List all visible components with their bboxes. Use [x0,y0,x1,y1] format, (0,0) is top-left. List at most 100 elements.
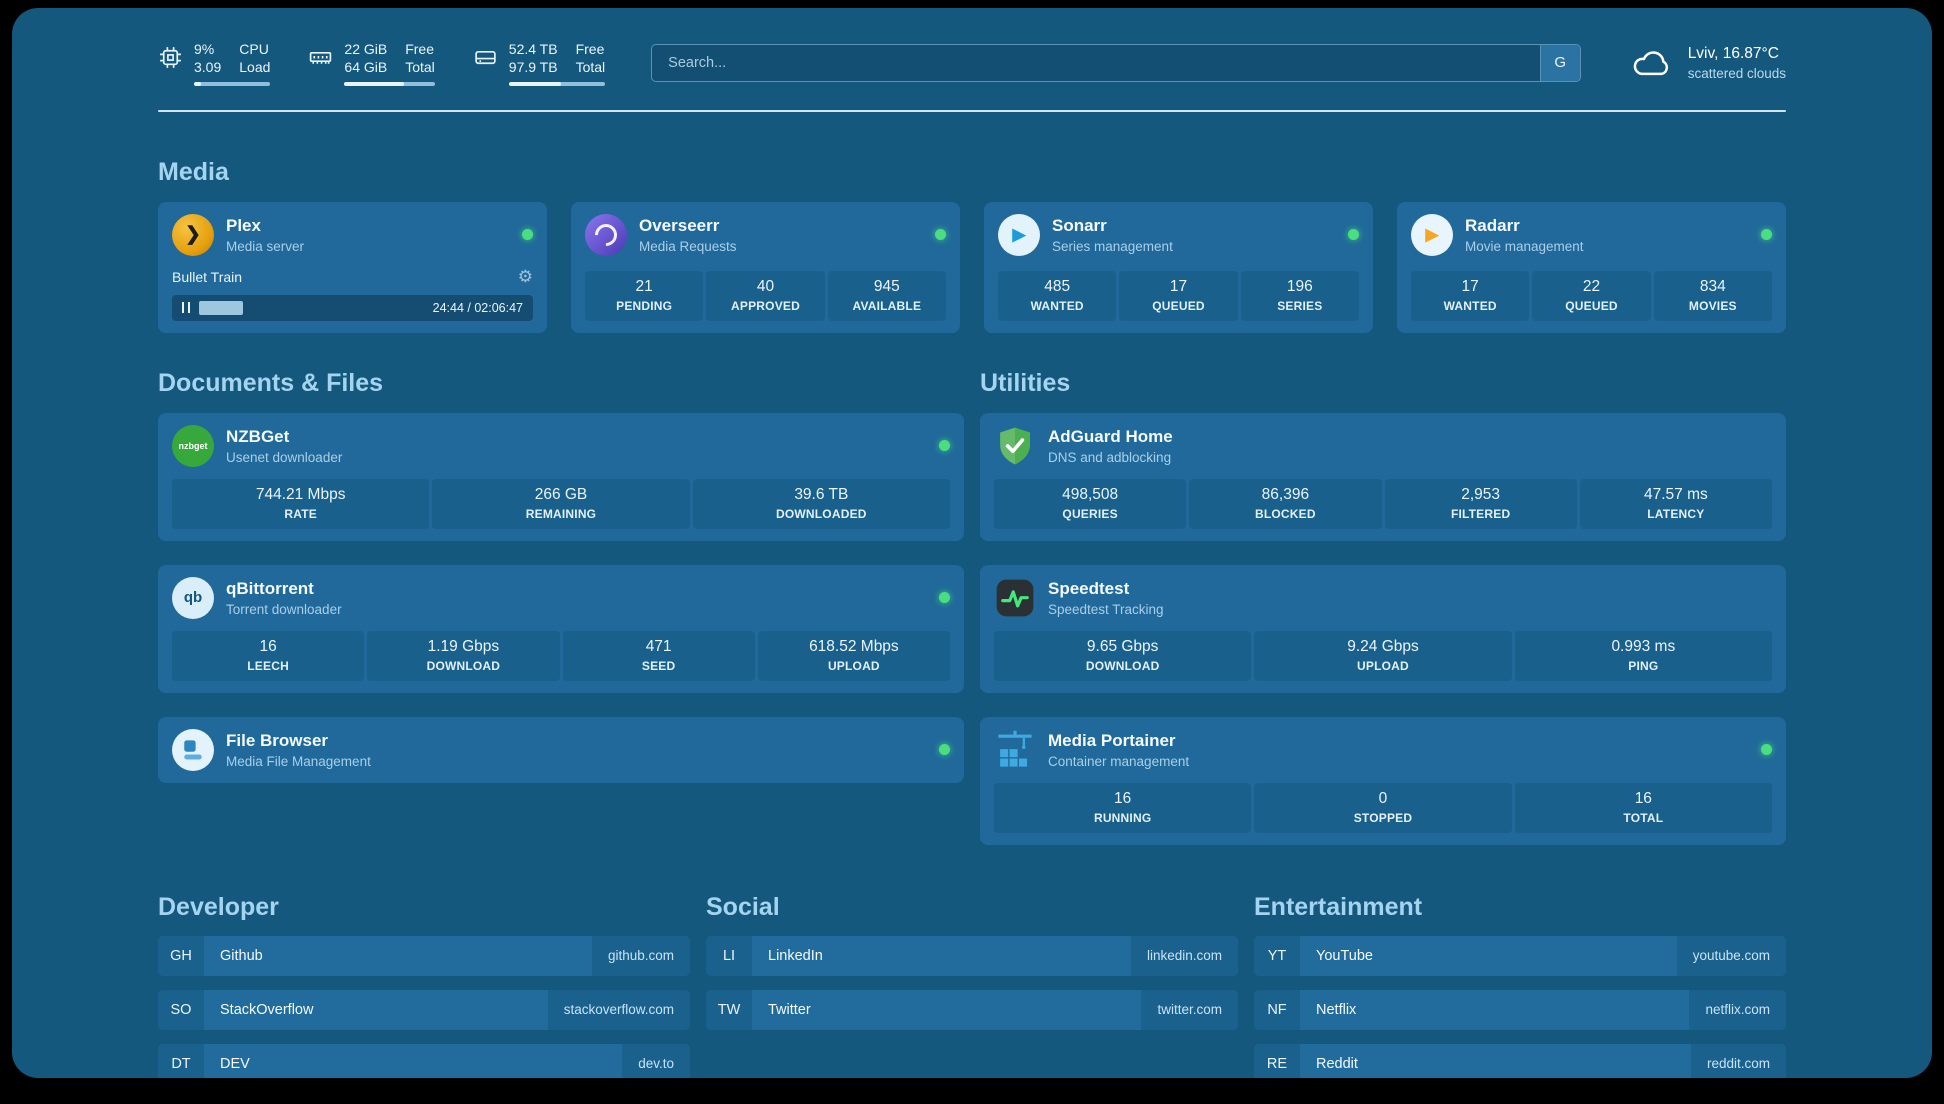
memory-label-1: Free [405,41,435,57]
content: 9% 3.09 CPU Load [158,8,1786,1078]
bookmark-youtube[interactable]: YT YouTube youtube.com [1254,935,1786,976]
bookmark-github[interactable]: GH Github github.com [158,935,690,976]
cpu-percent: 9% [194,41,215,57]
stat-tile: 834 MOVIES [1653,270,1772,321]
stat-tile: 22 QUEUED [1532,270,1651,321]
stat-value: 39.6 TB [794,485,849,503]
stat-label: WANTED [1030,298,1084,313]
stat-tile: 47.57 ms LATENCY [1579,478,1772,529]
memory-widget: 22 GiB 64 GiB Free Total [308,40,435,86]
stat-label: LATENCY [1647,506,1705,521]
app-desc: Media File Management [226,753,371,769]
app-name: Sonarr [1052,215,1107,235]
status-dot [1348,229,1359,241]
app-card-portainer[interactable]: Media Portainer Container management 16 … [980,716,1786,845]
bookmark-url: stackoverflow.com [547,989,690,1030]
speedtest-icon [994,577,1036,619]
cpu-load-avg: 3.09 [194,59,222,76]
memory-free: 22 GiB [344,41,388,57]
app-card-overseerr[interactable]: Overseerr Media Requests 21 PENDING 40 A… [571,201,960,333]
bookmark-name: DEV [204,1043,623,1078]
stat-tile: 485 WANTED [998,270,1117,321]
app-card-speedtest[interactable]: Speedtest Speedtest Tracking 9.65 Gbps D… [980,564,1786,693]
overseerr-icon [585,213,627,256]
bookmark-name: Netflix [1300,989,1690,1030]
app-desc: Usenet downloader [226,449,343,465]
stat-value: 1.19 Gbps [427,637,500,655]
weather-location-temp: Lviv, 16.87°C [1687,44,1779,62]
stat-tile: 498,508 QUERIES [994,478,1187,529]
section-title-media: Media [158,157,229,186]
adguard-shield-icon [994,425,1036,467]
bookmark-abbr: RE [1254,1043,1300,1078]
stat-value: 618.52 Mbps [809,637,899,655]
playback-progress[interactable] [199,300,424,315]
app-name: File Browser [226,730,329,750]
app-card-nzbget[interactable]: nzbget NZBGet Usenet downloader 744.21 M… [158,412,964,541]
app-desc: Media server [226,238,305,254]
stat-tile: 196 SERIES [1240,270,1359,321]
disk-icon [473,45,498,70]
bookmark-netflix[interactable]: NF Netflix netflix.com [1254,989,1786,1030]
stat-tile: 471 SEED [562,630,755,681]
disk-total: 97.9 TB [508,59,558,76]
bookmark-abbr: NF [1254,989,1300,1030]
stat-tile: 86,396 BLOCKED [1189,478,1382,529]
stat-value: 40 [756,277,775,295]
stat-value: 471 [645,637,672,655]
bookmark-twitter[interactable]: TW Twitter twitter.com [706,989,1238,1030]
disk-usage-bar [508,81,606,86]
bookmark-dev[interactable]: DT DEV dev.to [158,1043,690,1078]
filebrowser-icon [172,728,214,771]
cpu-label-1: CPU [239,41,269,57]
dashboard: 9% 3.09 CPU Load [12,8,1932,1078]
gear-icon[interactable]: ⚙ [517,266,533,286]
cpu-icon [158,45,183,70]
search-engine-button[interactable]: G [1539,44,1580,81]
stat-tile: 266 GB REMAINING [432,478,690,529]
stat-value: 0.993 ms [1611,637,1676,655]
stat-label: APPROVED [731,298,800,313]
stat-label: RUNNING [1093,810,1152,825]
cpu-usage-bar [194,81,271,86]
playback-time: 24:44 / 02:06:47 [432,300,523,315]
app-name: Plex [226,215,261,235]
app-card-sonarr[interactable]: ▶ Sonarr Series management 485 WANTED [984,201,1373,333]
memory-total: 64 GiB [344,59,388,76]
stat-label: UPLOAD [1357,658,1409,673]
stat-label: UPLOAD [827,658,880,673]
memory-icon [308,45,333,70]
stat-label: DOWNLOADED [775,506,867,521]
pause-icon[interactable] [182,302,190,314]
bookmark-linkedin[interactable]: LI LinkedIn linkedin.com [706,935,1238,976]
bookmark-url: github.com [591,935,690,976]
stat-value: 16 [1634,789,1652,807]
qbittorrent-icon: qb [172,576,214,619]
app-desc: Media Requests [639,238,737,254]
app-card-qbittorrent[interactable]: qb qBittorrent Torrent downloader 16 LEE… [158,564,964,693]
stat-value: 9.65 Gbps [1086,637,1159,655]
section-title-developer: Developer [158,892,279,921]
stat-label: QUEUED [1565,298,1618,313]
stat-value: 22 [1582,277,1601,295]
bookmark-url: reddit.com [1690,1043,1786,1078]
bookmark-stackoverflow[interactable]: SO StackOverflow stackoverflow.com [158,989,690,1030]
stat-label: MOVIES [1688,298,1737,313]
stat-tile: 17 WANTED [1411,270,1530,321]
app-card-plex[interactable]: ❯ Plex Media server Bullet Train ⚙ [158,201,547,333]
search-input[interactable] [651,43,1581,82]
section-title-entertainment: Entertainment [1254,892,1423,921]
app-card-filebrowser[interactable]: File Browser Media File Management [158,716,964,783]
app-card-adguard[interactable]: AdGuard Home DNS and adblocking 498,508 … [980,412,1786,541]
bookmark-name: YouTube [1300,935,1677,976]
status-dot [935,229,946,241]
bookmark-reddit[interactable]: RE Reddit reddit.com [1254,1043,1786,1078]
app-name: Overseerr [639,215,720,235]
system-stats: 9% 3.09 CPU Load [158,40,606,86]
app-desc: Torrent downloader [226,601,342,617]
app-card-radarr[interactable]: ▶ Radarr Movie management 17 WANTED [1397,201,1786,333]
stat-tile: 9.24 Gbps UPLOAD [1254,630,1512,681]
bookmark-url: twitter.com [1141,989,1238,1030]
bookmark-abbr: SO [158,989,204,1030]
section-title-utilities: Utilities [980,368,1071,397]
